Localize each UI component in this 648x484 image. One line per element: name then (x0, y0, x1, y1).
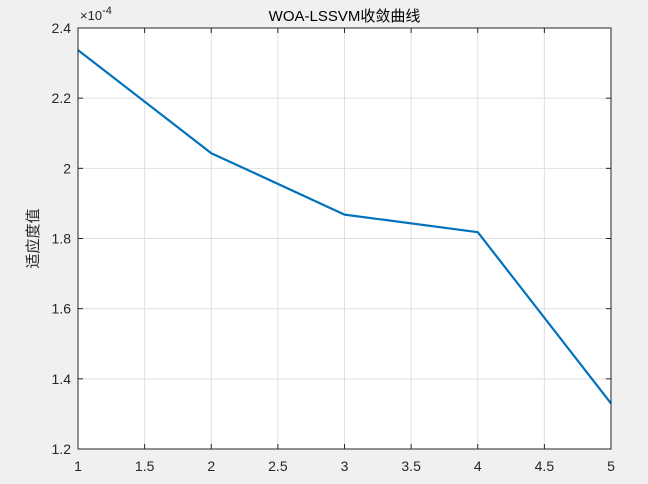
x-tick-labels: 1 1.5 2 2.5 3 3.5 4 4.5 5 (74, 458, 615, 474)
y-tick-label: 2 (63, 160, 71, 176)
x-tick-label: 3.5 (401, 458, 421, 474)
y-tick-label: 1.2 (52, 441, 72, 457)
series-line (77, 49, 612, 405)
x-tick-label: 1 (74, 458, 82, 474)
x-tick-label: 5 (607, 458, 615, 474)
x-tick-label: 4 (474, 458, 482, 474)
x-tick-label: 1.5 (135, 458, 155, 474)
x-tick-label: 2.5 (268, 458, 288, 474)
x-tick-label: 3 (341, 458, 349, 474)
chart-title: WOA-LSSVM收敛曲线 (269, 8, 421, 25)
tick-marks (77, 27, 612, 450)
y-tick-label: 1.8 (52, 231, 72, 247)
y-axis-exponent-base: ×10 (80, 8, 102, 23)
grid-lines (78, 28, 611, 449)
y-axis-label: 适应度值 (24, 208, 42, 268)
y-tick-label: 1.6 (52, 301, 72, 317)
y-tick-label: 2.4 (52, 20, 72, 36)
y-axis-exponent: ×10-4 (80, 5, 112, 23)
y-tick-label: 1.4 (52, 371, 72, 387)
y-tick-labels: 1.2 1.4 1.6 1.8 2 2.2 2.4 (52, 20, 72, 457)
x-tick-label: 4.5 (535, 458, 555, 474)
y-tick-label: 2.2 (52, 90, 72, 106)
y-axis-exponent-power: -4 (102, 5, 112, 17)
x-tick-label: 2 (207, 458, 215, 474)
